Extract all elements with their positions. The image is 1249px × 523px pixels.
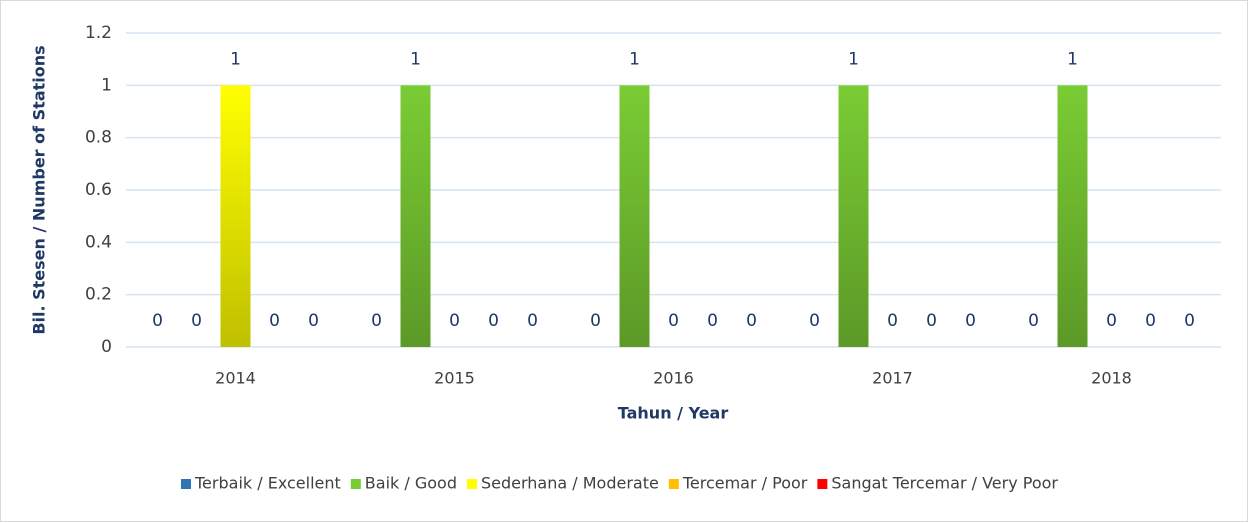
y-tick-label: 0.2 xyxy=(85,285,112,305)
x-axis-title: Tahun / Year xyxy=(618,404,729,423)
y-tick-label: 1.2 xyxy=(85,23,112,43)
data-label: 0 xyxy=(1145,311,1156,331)
data-label: 0 xyxy=(449,311,460,331)
legend-swatch xyxy=(817,479,828,489)
data-label: 0 xyxy=(269,311,280,331)
data-label: 0 xyxy=(527,311,538,331)
data-label: 1 xyxy=(230,49,241,69)
bar-shade xyxy=(619,85,650,347)
data-label: 0 xyxy=(809,311,820,331)
data-label: 0 xyxy=(926,311,937,331)
legend-label: Sangat Tercemar / Very Poor xyxy=(831,474,1058,493)
y-tick-label: 1 xyxy=(101,75,112,95)
x-tick-label: 2014 xyxy=(215,369,256,388)
legend-swatch xyxy=(668,479,679,489)
legend-swatch xyxy=(466,479,477,489)
x-tick-label: 2018 xyxy=(1091,369,1132,388)
data-label: 1 xyxy=(629,49,640,69)
data-label: 1 xyxy=(1067,49,1078,69)
x-tick-label: 2017 xyxy=(872,369,913,388)
data-label: 0 xyxy=(746,311,757,331)
y-tick-label: 0.4 xyxy=(85,232,112,252)
data-label: 0 xyxy=(1028,311,1039,331)
data-label: 0 xyxy=(488,311,499,331)
data-label: 0 xyxy=(1184,311,1195,331)
data-label: 0 xyxy=(887,311,898,331)
data-label: 0 xyxy=(1106,311,1117,331)
data-label: 0 xyxy=(590,311,601,331)
y-axis-title: Bil. Stesen / Number of Stations xyxy=(30,45,49,334)
data-label: 0 xyxy=(191,311,202,331)
legend-label: Terbaik / Excellent xyxy=(194,474,341,493)
legend-label: Sederhana / Moderate xyxy=(481,474,659,493)
data-label: 0 xyxy=(965,311,976,331)
data-label: 0 xyxy=(152,311,163,331)
x-tick-label: 2016 xyxy=(653,369,694,388)
data-label: 1 xyxy=(410,49,421,69)
data-label: 0 xyxy=(707,311,718,331)
y-tick-label: 0.6 xyxy=(85,180,112,200)
legend-swatch xyxy=(350,479,361,489)
x-tick-label: 2015 xyxy=(434,369,475,388)
data-label: 0 xyxy=(371,311,382,331)
legend-label: Tercemar / Poor xyxy=(682,474,808,493)
bar-shade xyxy=(220,85,251,347)
bar-shade xyxy=(838,85,869,347)
legend-label: Baik / Good xyxy=(365,474,457,493)
legend-swatch xyxy=(181,479,191,489)
y-tick-label: 0 xyxy=(101,337,112,357)
data-label: 0 xyxy=(308,311,319,331)
data-label: 1 xyxy=(848,49,859,69)
data-label: 0 xyxy=(668,311,679,331)
bar-shade xyxy=(400,85,431,347)
bar-shade xyxy=(1057,85,1088,347)
y-tick-label: 0.8 xyxy=(85,128,112,148)
